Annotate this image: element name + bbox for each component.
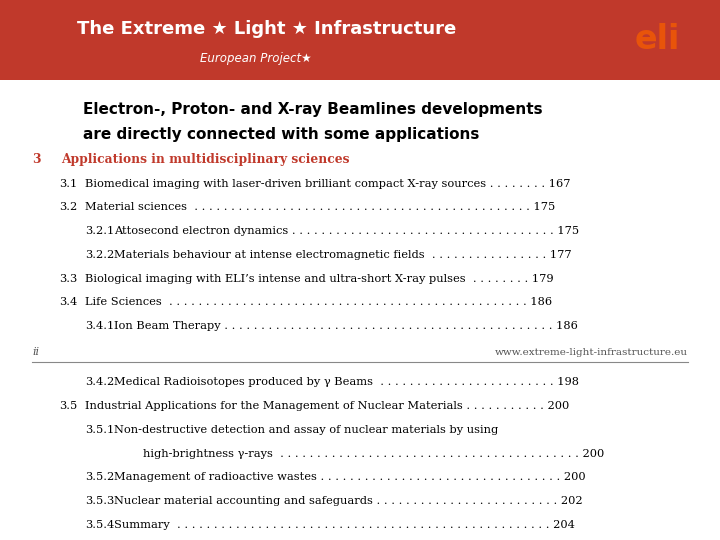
Text: 3: 3 [32,153,41,166]
Text: 3.5.1: 3.5.1 [85,425,114,435]
Text: Management of radioactive wastes . . . . . . . . . . . . . . . . . . . . . . . .: Management of radioactive wastes . . . .… [114,472,585,482]
Text: Ion Beam Therapy . . . . . . . . . . . . . . . . . . . . . . . . . . . . . . . .: Ion Beam Therapy . . . . . . . . . . . .… [114,321,577,331]
Text: Life Sciences  . . . . . . . . . . . . . . . . . . . . . . . . . . . . . . . . .: Life Sciences . . . . . . . . . . . . . … [85,298,552,307]
Text: 3.2.2: 3.2.2 [85,250,114,260]
Text: Industrial Applications for the Management of Nuclear Materials . . . . . . . . : Industrial Applications for the Manageme… [85,401,570,411]
Text: 3.5.3: 3.5.3 [85,496,114,506]
Text: Electron-, Proton- and X-ray Beamlines developments: Electron-, Proton- and X-ray Beamlines d… [83,102,542,117]
Text: 3.2: 3.2 [59,202,77,212]
Text: 3.4.2: 3.4.2 [85,377,114,387]
Text: 3.3: 3.3 [59,274,77,284]
Text: 3.1: 3.1 [59,179,77,188]
Text: Biological imaging with ELI’s intense and ultra-short X-ray pulses  . . . . . . : Biological imaging with ELI’s intense an… [85,274,554,284]
Text: are directly connected with some applications: are directly connected with some applica… [83,127,480,143]
Text: high-brightness γ-rays  . . . . . . . . . . . . . . . . . . . . . . . . . . . . : high-brightness γ-rays . . . . . . . . .… [143,449,604,458]
Text: 3.5.4: 3.5.4 [85,520,114,530]
Text: Applications in multidisciplinary sciences: Applications in multidisciplinary scienc… [61,153,350,166]
Text: 3.4.1: 3.4.1 [85,321,114,331]
Text: Medical Radioisotopes produced by γ Beams  . . . . . . . . . . . . . . . . . . .: Medical Radioisotopes produced by γ Beam… [114,377,579,387]
Text: www.extreme-light-infrastructure.eu: www.extreme-light-infrastructure.eu [495,348,688,357]
Text: 3.5: 3.5 [59,401,77,411]
Text: The Extreme ★ Light ★ Infrastructure: The Extreme ★ Light ★ Infrastructure [77,20,456,38]
Text: Materials behaviour at intense electromagnetic fields  . . . . . . . . . . . . .: Materials behaviour at intense electroma… [114,250,572,260]
Text: 3.4: 3.4 [59,298,77,307]
Bar [0,0,720,80]
Text: Non-destructive detection and assay of nuclear materials by using: Non-destructive detection and assay of n… [114,425,498,435]
Text: eli: eli [635,23,680,57]
Text: European Project★: European Project★ [199,52,312,65]
Text: Summary  . . . . . . . . . . . . . . . . . . . . . . . . . . . . . . . . . . . .: Summary . . . . . . . . . . . . . . . . … [114,520,575,530]
Text: Biomedical imaging with laser-driven brilliant compact X-ray sources . . . . . .: Biomedical imaging with laser-driven bri… [85,179,570,188]
Text: Attosecond electron dynamics . . . . . . . . . . . . . . . . . . . . . . . . . .: Attosecond electron dynamics . . . . . .… [114,226,579,236]
Text: 3.2.1: 3.2.1 [85,226,114,236]
Text: Material sciences  . . . . . . . . . . . . . . . . . . . . . . . . . . . . . . .: Material sciences . . . . . . . . . . . … [85,202,555,212]
Text: 3.5.2: 3.5.2 [85,472,114,482]
Text: Nuclear material accounting and safeguards . . . . . . . . . . . . . . . . . . .: Nuclear material accounting and safeguar… [114,496,582,506]
Text: ii: ii [32,347,40,357]
